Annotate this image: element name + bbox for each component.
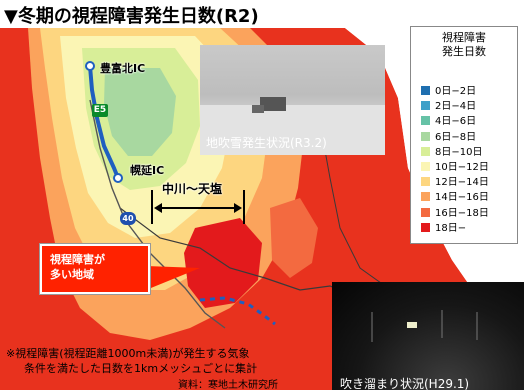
legend-item: 16日−18日	[421, 207, 489, 220]
legend-swatch	[421, 177, 430, 187]
callout-line2: 多い地域	[50, 268, 94, 281]
legend-label: 8日−10日	[435, 146, 483, 158]
route-40-line	[89, 99, 226, 329]
e5-route-badge: E5	[92, 104, 108, 117]
callout-line1: 視程障害が	[50, 253, 105, 266]
legend-item: 4日−6日	[421, 115, 476, 128]
source-text: 資料：寒地土木研究所	[178, 380, 278, 391]
legend-label: 14日−16日	[435, 192, 489, 204]
legend-item: 12日−14日	[421, 176, 489, 189]
blizzard-caption: 地吹雪発生状況(R3.2)	[206, 136, 327, 150]
note-line2: 条件を満たした日数を1kmメッシュごとに集計	[24, 362, 258, 375]
snowdrift-scene	[371, 310, 478, 342]
legend-label: 4日−6日	[435, 116, 477, 128]
legend-label: 10日−12日	[435, 162, 489, 173]
section-arrow-head-right	[234, 203, 242, 213]
map-hotspot-red-2	[270, 198, 318, 278]
legend-swatch	[421, 192, 430, 202]
ic-south-marker	[113, 173, 123, 183]
legend-swatch	[421, 116, 430, 126]
legend-item: 14日−16日	[421, 191, 489, 204]
legend-swatch	[421, 86, 430, 95]
callout-pointer	[146, 266, 200, 290]
legend-swatch	[421, 146, 430, 156]
legend-swatch	[421, 162, 430, 171]
legend-label: 0日−2日	[435, 86, 477, 97]
ic-south-label: 幌延IC	[130, 164, 165, 177]
light-glare	[407, 322, 417, 328]
legend-item: 8日−10日	[421, 146, 482, 159]
legend-swatch	[421, 222, 430, 232]
blizzard-photo: 地吹雪発生状況(R3.2)	[200, 45, 385, 155]
legend-swatch	[421, 101, 430, 111]
ic-north-label: 豊富北IC	[100, 62, 146, 75]
legend-item: 18日−	[421, 222, 466, 235]
map-region-mint	[104, 68, 176, 156]
legend-label: 12日−14日	[435, 177, 489, 189]
legend-label: 2日−4日	[435, 101, 477, 113]
blizzard-scene	[200, 97, 385, 155]
legend-swatch	[421, 207, 430, 217]
legend-title-line1: 視程障害	[442, 31, 486, 44]
legend-swatch	[421, 131, 430, 141]
section-label: 中川〜天塩	[162, 182, 223, 196]
legend-item: 0日−2日	[421, 85, 476, 98]
truck-shape	[260, 97, 286, 111]
legend-item: 10日−12日	[421, 161, 489, 174]
note-line1: ※視程障害(視程距離1000m未満)が発生する気象	[6, 347, 250, 360]
legend: 視程障害 発生日数 0日−2日 2日−4日 4日−6日 6日−8日 8日−10日 10日−…	[410, 26, 518, 244]
legend-item: 6日−8日	[421, 131, 476, 144]
legend-label: 18日−	[435, 222, 467, 234]
ic-north-marker	[85, 61, 95, 71]
callout-box: 視程障害が 多い地域	[40, 244, 150, 294]
legend-title-line2: 発生日数	[442, 45, 486, 58]
section-arrow-head-left	[154, 203, 162, 213]
legend-label: 6日−8日	[435, 131, 477, 143]
legend-label: 16日−18日	[435, 207, 489, 219]
snowdrift-photo: 吹き溜まり状況(H29.1)	[332, 282, 524, 390]
expressway-e5	[88, 65, 120, 179]
page-title: ▼冬期の視程障害発生日数(R2)	[4, 6, 259, 27]
river-line	[119, 207, 361, 299]
snowdrift-caption: 吹き溜まり状況(H29.1)	[340, 377, 470, 390]
planned-section-dotted	[199, 296, 276, 326]
legend-item: 2日−4日	[421, 100, 476, 113]
route-40-badge: 40	[120, 212, 136, 225]
